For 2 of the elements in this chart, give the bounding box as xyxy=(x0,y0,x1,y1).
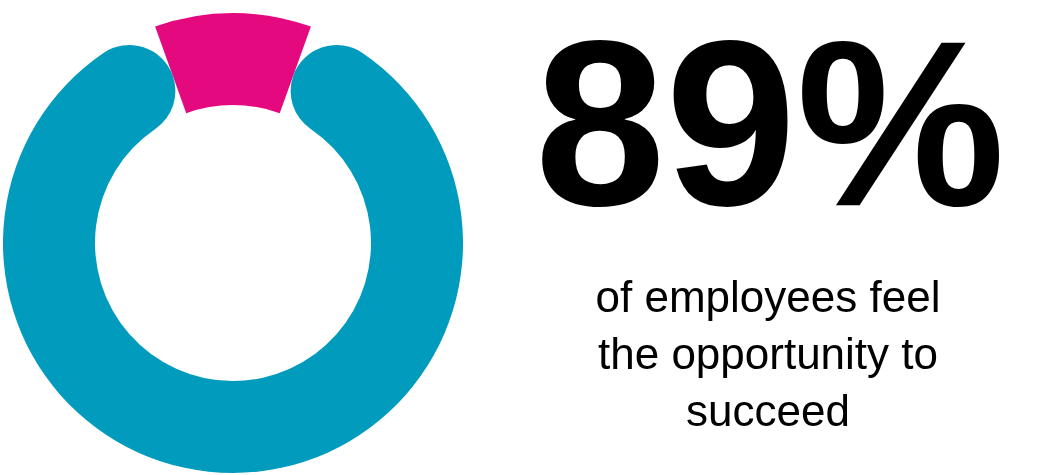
text: of employees feel the opportunity to succeed xyxy=(595,272,941,435)
data-label: 89% xyxy=(534,0,1006,255)
